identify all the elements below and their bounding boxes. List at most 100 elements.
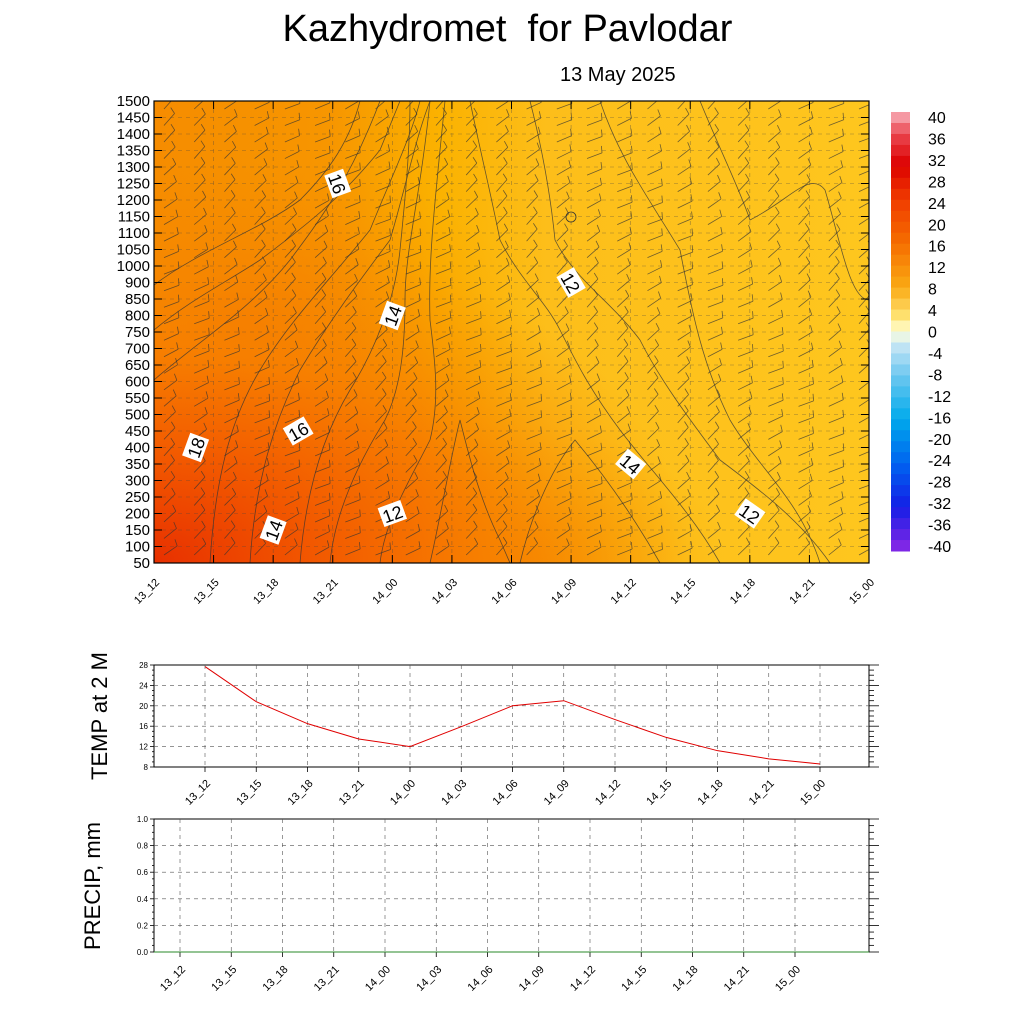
wind-barb-staff xyxy=(435,101,444,110)
wind-barb-flag xyxy=(593,289,598,296)
contour-label-box xyxy=(259,515,287,545)
wind-barb-staff xyxy=(345,378,357,391)
wind-barb-staff xyxy=(828,151,844,159)
wind-barb-staff xyxy=(163,317,179,325)
wind-barb-flag xyxy=(536,489,540,497)
wind-barb-flag xyxy=(805,537,810,544)
wind-barb-flag xyxy=(504,240,509,248)
wind-barb-flag xyxy=(416,324,420,332)
wind-barb-flag xyxy=(178,278,180,286)
wind-barb-flag xyxy=(810,111,814,119)
wind-barb-staff xyxy=(314,184,330,192)
wind-barb-staff xyxy=(677,218,693,225)
wind-barb-flag xyxy=(231,140,237,148)
wind-barb-flag xyxy=(714,437,719,445)
wind-barb-staff xyxy=(435,493,448,506)
main-y-tick-label: 1450 xyxy=(117,110,150,127)
wind-barb-flag xyxy=(630,211,633,219)
contour-label-box xyxy=(556,267,586,298)
wind-barb-staff xyxy=(224,229,237,242)
wind-barb-flag xyxy=(358,475,361,483)
wind-barb-flag xyxy=(567,175,571,183)
wind-barb-staff xyxy=(707,163,720,176)
wind-barb-flag xyxy=(872,178,873,185)
wind-barb-flag xyxy=(263,290,268,298)
wind-barb-flag xyxy=(805,190,810,197)
wind-barb-flag xyxy=(328,442,331,450)
wind-barb-flag xyxy=(752,311,754,319)
colorbar-label: -24 xyxy=(928,453,951,470)
wind-barb-staff xyxy=(465,179,478,192)
wind-barb-flag xyxy=(200,140,206,147)
wind-barb-flag xyxy=(291,239,296,247)
wind-barb-flag xyxy=(691,228,694,236)
wind-barb-flag xyxy=(502,520,508,527)
wind-barb-staff xyxy=(496,509,508,523)
wind-barb-staff xyxy=(586,414,602,424)
wind-barb-staff xyxy=(194,300,210,308)
wind-barb-flag xyxy=(383,421,388,429)
wind-barb-flag xyxy=(534,174,539,181)
wind-barb-staff xyxy=(707,129,719,143)
wind-barb-flag xyxy=(631,179,633,187)
wind-barb-staff xyxy=(224,131,237,143)
wind-barb-staff xyxy=(435,333,451,341)
wind-barb-flag xyxy=(661,542,663,550)
wind-barb-flag xyxy=(268,410,271,418)
wind-barb-staff xyxy=(858,468,869,473)
wind-barb-staff xyxy=(345,117,360,126)
main-y-tick-label: 150 xyxy=(125,522,150,539)
wind-barb-staff xyxy=(194,283,209,292)
wind-barb-flag xyxy=(745,173,750,181)
wind-barb-staff xyxy=(586,136,603,143)
wind-barb-flag xyxy=(780,94,782,101)
wind-barb-flag xyxy=(419,261,422,269)
wind-barb-staff xyxy=(798,102,814,110)
wind-barb-staff xyxy=(526,495,540,506)
main-gridlines xyxy=(154,101,869,563)
wind-barb-staff xyxy=(465,113,478,126)
wind-barb-flag xyxy=(359,492,361,500)
wind-barb-staff xyxy=(163,198,178,209)
wind-barb-staff xyxy=(375,297,389,308)
wind-barb-flag xyxy=(200,470,206,478)
wind-barb-staff xyxy=(526,164,540,176)
wind-barb-flag xyxy=(231,206,236,214)
wind-barb-flag xyxy=(839,357,843,365)
wind-barb-flag xyxy=(537,473,541,481)
wind-barb-flag xyxy=(298,459,301,467)
wind-barb-flag xyxy=(207,294,210,302)
colorbar-segment xyxy=(891,419,910,431)
wind-barb-flag xyxy=(201,520,206,528)
wind-barb-flag xyxy=(689,176,693,184)
wind-barb-flag xyxy=(445,521,449,529)
temperature-cross-section: 5010015020025030035040045050055060065070… xyxy=(117,93,877,607)
wind-barb-flag xyxy=(174,192,178,200)
wind-barb-staff xyxy=(314,311,326,325)
wind-barb-staff xyxy=(768,195,780,209)
wind-barb-staff xyxy=(617,152,633,159)
wind-barb-flag xyxy=(751,344,754,352)
wind-barb-flag xyxy=(232,471,237,479)
wind-barb-flag xyxy=(386,473,390,481)
wind-barb-staff xyxy=(647,549,663,556)
wind-barb-staff xyxy=(496,478,509,490)
wind-barb-flag xyxy=(413,372,418,379)
wind-barb-flag xyxy=(779,275,783,282)
wind-barb-flag xyxy=(387,144,391,152)
wind-barb-flag xyxy=(442,470,448,478)
wind-barb-flag xyxy=(809,473,813,481)
main-y-tick-label: 800 xyxy=(125,308,150,325)
wind-barb-flag xyxy=(871,540,873,547)
wind-barb-staff xyxy=(284,497,300,506)
wind-barb-staff xyxy=(617,516,633,523)
wind-barb-flag xyxy=(171,140,176,148)
wind-barb-flag xyxy=(840,507,843,515)
wind-barb-flag xyxy=(446,539,450,547)
wind-barb-staff xyxy=(677,477,690,490)
wind-barb-flag xyxy=(389,228,391,236)
wind-barb-flag xyxy=(812,393,814,401)
wind-barb-flag xyxy=(419,245,422,253)
wind-barb-staff xyxy=(677,460,690,473)
wind-barb-staff xyxy=(556,166,571,176)
